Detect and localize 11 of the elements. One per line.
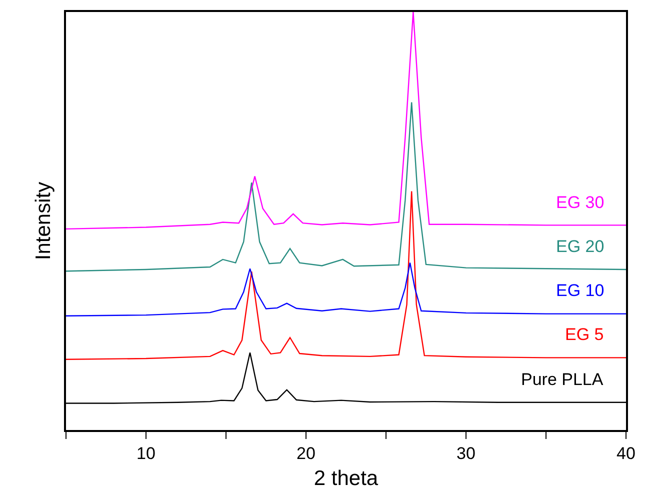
series-label: Pure PLLA xyxy=(521,370,604,389)
x-axis-title: 2 theta xyxy=(314,466,378,490)
x-tick-label: 40 xyxy=(616,444,636,464)
series-label: EG 10 xyxy=(556,281,604,300)
series-label: EG 5 xyxy=(565,325,604,344)
y-axis-title: Intensity xyxy=(32,181,55,260)
series-label: EG 30 xyxy=(556,193,604,212)
x-tick-label: 10 xyxy=(136,444,156,464)
x-tick-label: 30 xyxy=(456,444,476,464)
x-tick-label: 20 xyxy=(296,444,316,464)
series-label: EG 20 xyxy=(556,237,604,256)
